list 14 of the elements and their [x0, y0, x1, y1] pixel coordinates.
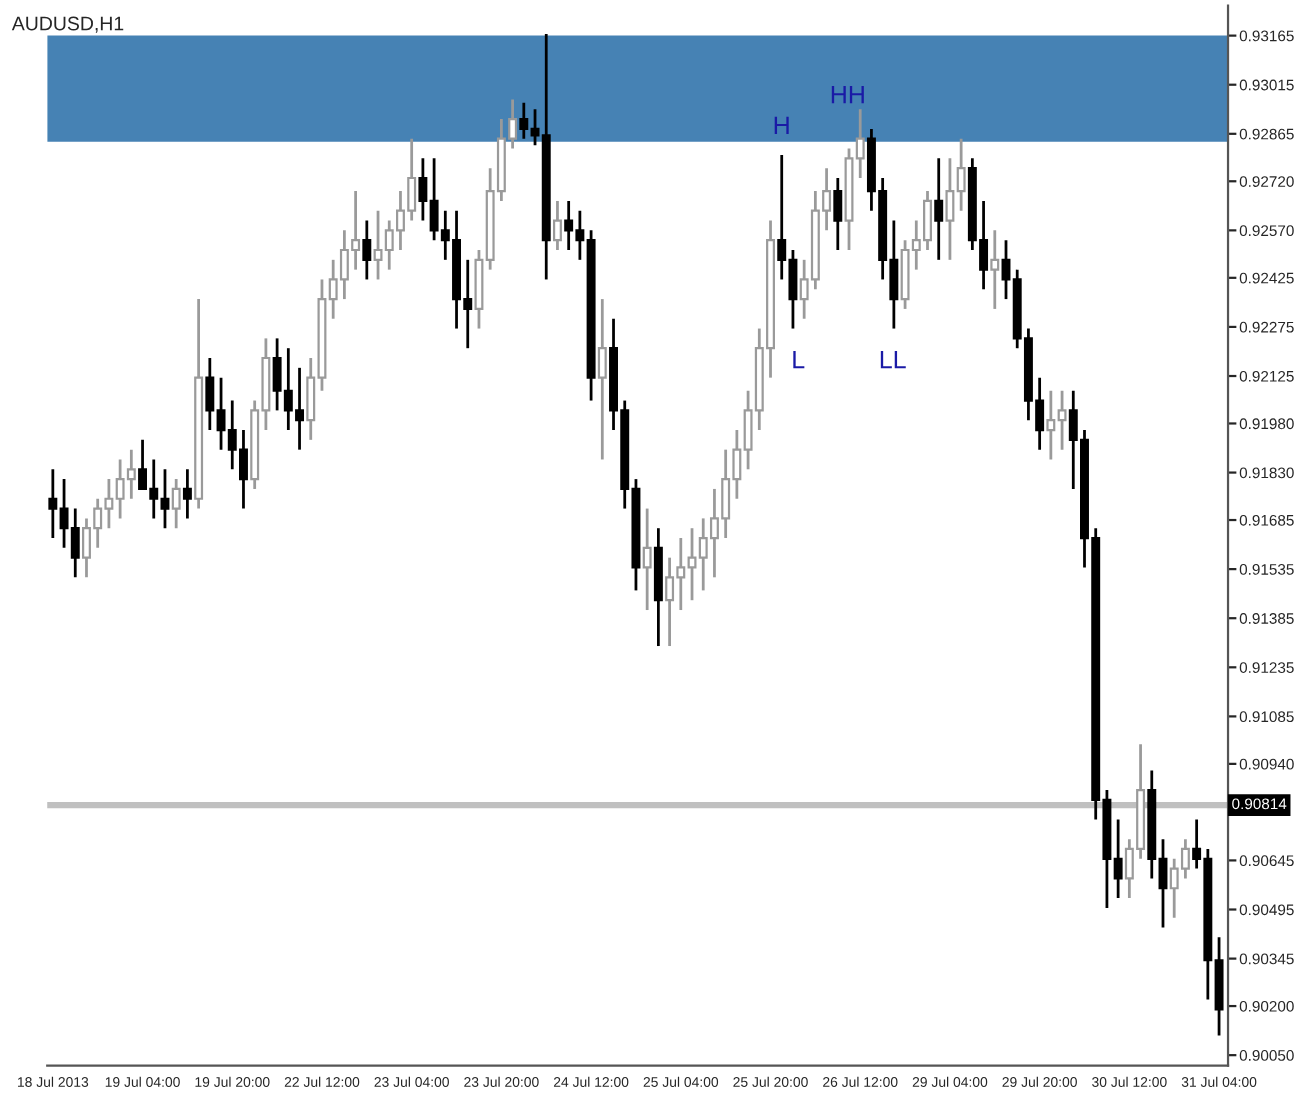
candlestick: [934, 156, 944, 262]
chart-title: AUDUSD,H1: [11, 16, 124, 33]
candlestick: [833, 176, 843, 252]
annotation: H: [774, 116, 789, 134]
candlestick: [552, 199, 562, 252]
candlestick: [597, 297, 607, 461]
annotation: LL: [880, 350, 906, 369]
annotation: L: [793, 350, 805, 369]
candlestick: [362, 219, 372, 281]
annotation: HH: [831, 85, 864, 104]
candlestick: [182, 467, 192, 520]
candlestick: [642, 507, 652, 612]
candlestick: [171, 477, 181, 530]
candlestick: [990, 228, 1000, 311]
